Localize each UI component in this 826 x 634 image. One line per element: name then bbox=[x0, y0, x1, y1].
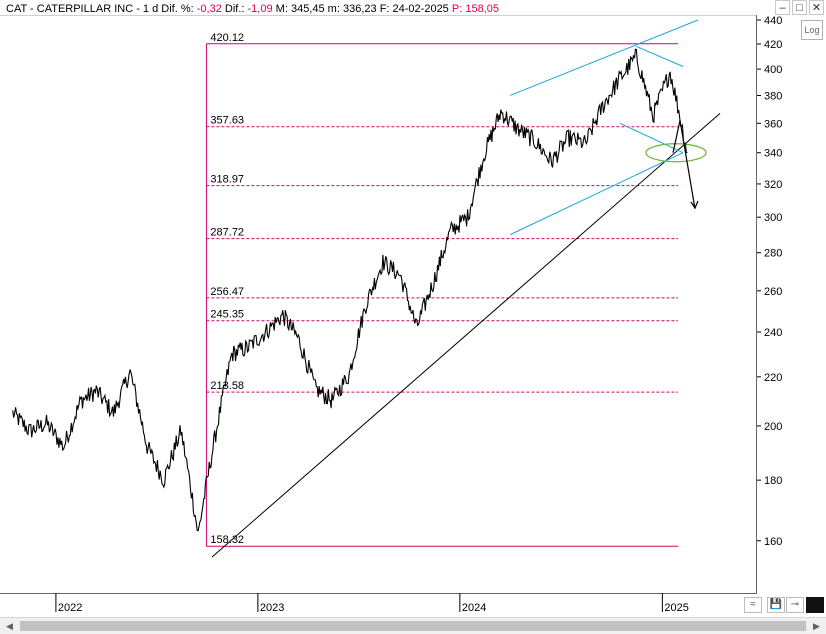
fib-level-label: 245.35 bbox=[210, 309, 244, 321]
min-label: m: bbox=[327, 3, 340, 15]
maximize-button[interactable]: □ bbox=[792, 0, 807, 15]
y-tick-label: 160 bbox=[764, 536, 782, 548]
save-icon[interactable]: 💾 bbox=[767, 597, 785, 613]
chart-header: CAT - CATERPILLAR INC - 1 d Dif. %: -0,3… bbox=[6, 3, 499, 15]
x-tick-label: 2025 bbox=[664, 602, 688, 614]
y-tick-label: 440 bbox=[764, 15, 782, 27]
channel-top-line bbox=[636, 45, 684, 67]
period-label: 1 d bbox=[142, 3, 159, 15]
projection-up-arrow bbox=[672, 120, 681, 153]
channel-mid-line bbox=[619, 122, 684, 154]
price-series-line bbox=[12, 48, 688, 532]
log-scale-toggle[interactable]: Log bbox=[801, 20, 823, 40]
max-value: 345,45 bbox=[290, 3, 325, 15]
min-value: 336,23 bbox=[342, 3, 377, 15]
channel-upper-line bbox=[510, 19, 699, 96]
y-tick-label: 260 bbox=[764, 286, 782, 298]
date-label: F: bbox=[379, 3, 390, 15]
date-value: 24-02-2025 bbox=[392, 3, 449, 15]
x-tick-label: 2022 bbox=[58, 602, 82, 614]
y-tick-label: 420 bbox=[764, 39, 782, 51]
y-tick-label: 320 bbox=[764, 179, 782, 191]
arrowhead-icon bbox=[690, 200, 699, 210]
x-tick-label: 2023 bbox=[260, 602, 284, 614]
dif-value: -1,09 bbox=[247, 3, 273, 15]
pin-icon[interactable]: ⊸ bbox=[786, 597, 804, 613]
y-tick-label: 300 bbox=[764, 212, 782, 224]
scroll-right-icon[interactable]: ▶ bbox=[813, 621, 820, 631]
y-tick-label: 400 bbox=[764, 64, 782, 76]
minimize-button[interactable]: – bbox=[775, 0, 790, 15]
dif-pct-value: -0,32 bbox=[196, 3, 222, 15]
dif-label: Dif.: bbox=[224, 3, 245, 15]
fib-level-label: 287.72 bbox=[210, 227, 244, 239]
y-tick-label: 280 bbox=[764, 248, 782, 260]
horizontal-scrollbar[interactable]: ◀ ▶ bbox=[0, 617, 826, 634]
fibonacci-retracement[interactable]: 420.12 357.63 318.97 287.72 256.47 245.35 213.… bbox=[205, 32, 678, 547]
fib-level-label: 256.47 bbox=[210, 286, 244, 298]
fib-level-label: 420.12 bbox=[210, 32, 244, 44]
dif-pct-label: Dif. %: bbox=[161, 3, 194, 15]
channel-lower-line bbox=[509, 152, 684, 236]
y-tick-label: 340 bbox=[764, 148, 782, 160]
y-tick-label: 360 bbox=[764, 118, 782, 130]
fib-level-label: 158.32 bbox=[210, 534, 244, 546]
close-button[interactable]: ✕ bbox=[809, 0, 824, 15]
symbol-label: CAT - CATERPILLAR INC - bbox=[6, 3, 140, 15]
fib-level-label: 318.97 bbox=[210, 174, 244, 186]
scrollbar-thumb[interactable] bbox=[20, 621, 806, 631]
price-label: P: bbox=[451, 3, 463, 15]
x-tick-label: 2024 bbox=[462, 602, 486, 614]
trend-drawings[interactable] bbox=[211, 19, 721, 558]
support-ellipse bbox=[645, 143, 707, 163]
y-tick-label: 380 bbox=[764, 90, 782, 102]
fib-level-label: 357.63 bbox=[210, 115, 244, 127]
price-value: 158,05 bbox=[465, 3, 499, 15]
y-axis: 160 180 200 220 240 260 280 300 320 340 360 380 400 4… bbox=[757, 15, 782, 548]
scroll-left-icon[interactable]: ◀ bbox=[6, 621, 13, 631]
y-tick-label: 220 bbox=[764, 372, 782, 384]
x-axis: 2022 2023 2024 2025 bbox=[55, 593, 689, 614]
fib-level-label: 213.58 bbox=[210, 380, 244, 392]
color-swatch-button[interactable] bbox=[806, 597, 824, 613]
y-tick-label: 240 bbox=[764, 327, 782, 339]
max-label: M: bbox=[275, 3, 288, 15]
wave-icon[interactable]: ≈ bbox=[744, 597, 762, 613]
y-tick-label: 180 bbox=[764, 475, 782, 487]
trendline bbox=[211, 113, 721, 558]
y-tick-label: 200 bbox=[764, 421, 782, 433]
projection-down-arrow bbox=[679, 120, 696, 209]
